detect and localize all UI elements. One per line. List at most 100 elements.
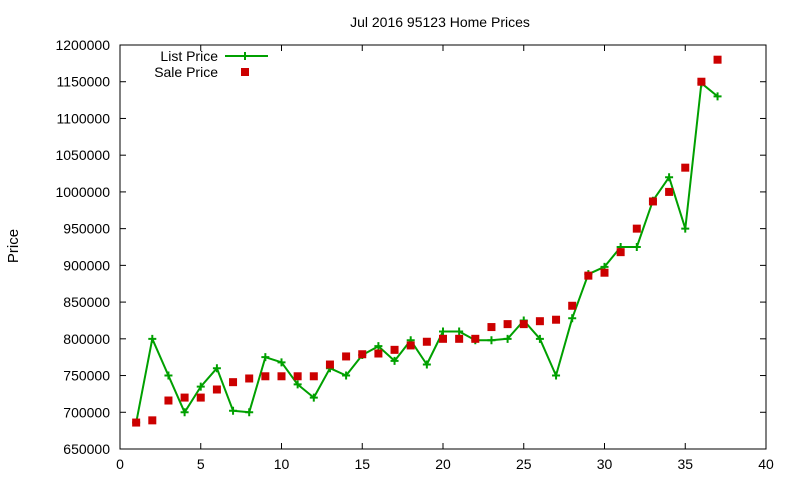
data-point-square xyxy=(358,350,367,359)
data-point-square xyxy=(245,374,254,383)
y-tick-label: 900000 xyxy=(63,257,110,273)
data-point-plus xyxy=(390,356,399,365)
legend-marker-plus xyxy=(241,52,249,60)
data-point-square xyxy=(132,418,141,427)
data-point-plus xyxy=(713,92,722,101)
data-point-plus xyxy=(229,406,238,415)
data-point-square xyxy=(390,345,399,354)
data-point-plus xyxy=(261,353,270,362)
data-point-square xyxy=(342,352,351,361)
data-point-square xyxy=(406,341,415,350)
data-point-square xyxy=(277,372,286,381)
data-point-plus xyxy=(422,360,431,369)
x-tick-label: 0 xyxy=(116,456,124,472)
data-point-square xyxy=(697,77,706,86)
x-tick-label: 5 xyxy=(197,456,205,472)
axis-ticks: 0 5 10 15 20 25 30 35 40 650000 700000 750000 800000… xyxy=(55,37,774,472)
legend-entry: List Price xyxy=(160,48,268,64)
y-tick-label: 850000 xyxy=(63,294,110,310)
legend-label: List Price xyxy=(160,48,218,64)
y-tick-label: 650000 xyxy=(63,441,110,457)
series-list-price xyxy=(132,79,722,427)
data-point-plus xyxy=(535,334,544,343)
data-point-square xyxy=(439,334,447,343)
series-layer xyxy=(132,55,722,427)
data-point-plus xyxy=(180,408,189,417)
y-tick-label: 750000 xyxy=(63,368,110,384)
data-point-square xyxy=(665,187,674,196)
data-point-square xyxy=(293,372,302,381)
x-tick-label: 30 xyxy=(597,456,613,472)
x-tick-label: 10 xyxy=(274,456,290,472)
data-point-plus xyxy=(632,243,641,251)
data-point-plus xyxy=(245,408,254,417)
data-point-square xyxy=(713,55,722,64)
y-tick-label: 950000 xyxy=(63,221,110,237)
data-point-plus xyxy=(212,364,221,373)
x-tick-label: 40 xyxy=(758,456,774,472)
series-line xyxy=(135,82,719,423)
data-point-square xyxy=(325,360,334,369)
data-point-plus xyxy=(148,334,157,343)
data-point-square xyxy=(309,372,318,381)
series-sale-price xyxy=(132,55,722,427)
y-axis-label: Price xyxy=(5,229,22,263)
x-tick-label: 35 xyxy=(677,456,693,472)
x-tick-label: 15 xyxy=(354,456,370,472)
y-tick-label: 1000000 xyxy=(55,184,110,200)
y-tick-label: 1150000 xyxy=(57,74,111,90)
data-point-square xyxy=(584,271,593,280)
data-point-plus xyxy=(487,336,496,345)
data-point-square xyxy=(681,163,690,172)
data-point-plus xyxy=(439,327,447,336)
data-point-plus xyxy=(342,371,351,380)
data-point-plus xyxy=(681,224,690,233)
data-point-square xyxy=(568,301,577,310)
data-point-square xyxy=(503,320,512,329)
legend-label: Sale Price xyxy=(154,64,218,80)
data-point-square xyxy=(374,349,383,358)
data-point-square xyxy=(632,224,641,233)
data-point-square xyxy=(471,334,480,343)
data-point-plus xyxy=(309,393,318,402)
legend-marker-square xyxy=(241,68,249,76)
data-point-square xyxy=(148,416,157,425)
data-point-square xyxy=(261,372,270,381)
y-tick-label: 1100000 xyxy=(57,110,111,126)
data-point-square xyxy=(535,317,544,326)
y-tick-label: 800000 xyxy=(63,331,110,347)
data-point-plus xyxy=(503,334,512,343)
chart-title: Jul 2016 95123 Home Prices xyxy=(350,14,530,30)
data-point-plus xyxy=(552,371,561,380)
data-point-plus xyxy=(455,327,464,336)
y-tick-label: 1200000 xyxy=(55,37,110,53)
data-point-plus xyxy=(568,314,577,323)
data-point-square xyxy=(487,323,496,332)
data-point-square xyxy=(229,378,238,387)
data-point-plus xyxy=(665,173,674,182)
data-point-square xyxy=(600,268,609,277)
x-tick-label: 25 xyxy=(516,456,532,472)
data-point-square xyxy=(616,248,625,257)
y-tick-label: 1050000 xyxy=(55,147,110,163)
data-point-square xyxy=(196,393,205,402)
data-point-plus xyxy=(196,382,205,391)
y-tick-label: 700000 xyxy=(63,404,110,420)
x-tick-label: 20 xyxy=(435,456,451,472)
data-point-square xyxy=(552,315,561,324)
data-point-square xyxy=(519,320,528,329)
data-point-square xyxy=(648,197,657,206)
data-point-square xyxy=(212,385,221,394)
legend-entry: Sale Price xyxy=(154,64,249,80)
data-point-plus xyxy=(164,371,173,380)
data-point-plus xyxy=(293,380,302,389)
data-point-square xyxy=(455,334,464,343)
data-point-plus xyxy=(374,342,383,351)
data-point-square xyxy=(422,337,431,346)
data-point-square xyxy=(164,396,173,405)
data-point-plus xyxy=(277,358,286,367)
data-point-square xyxy=(180,393,189,402)
